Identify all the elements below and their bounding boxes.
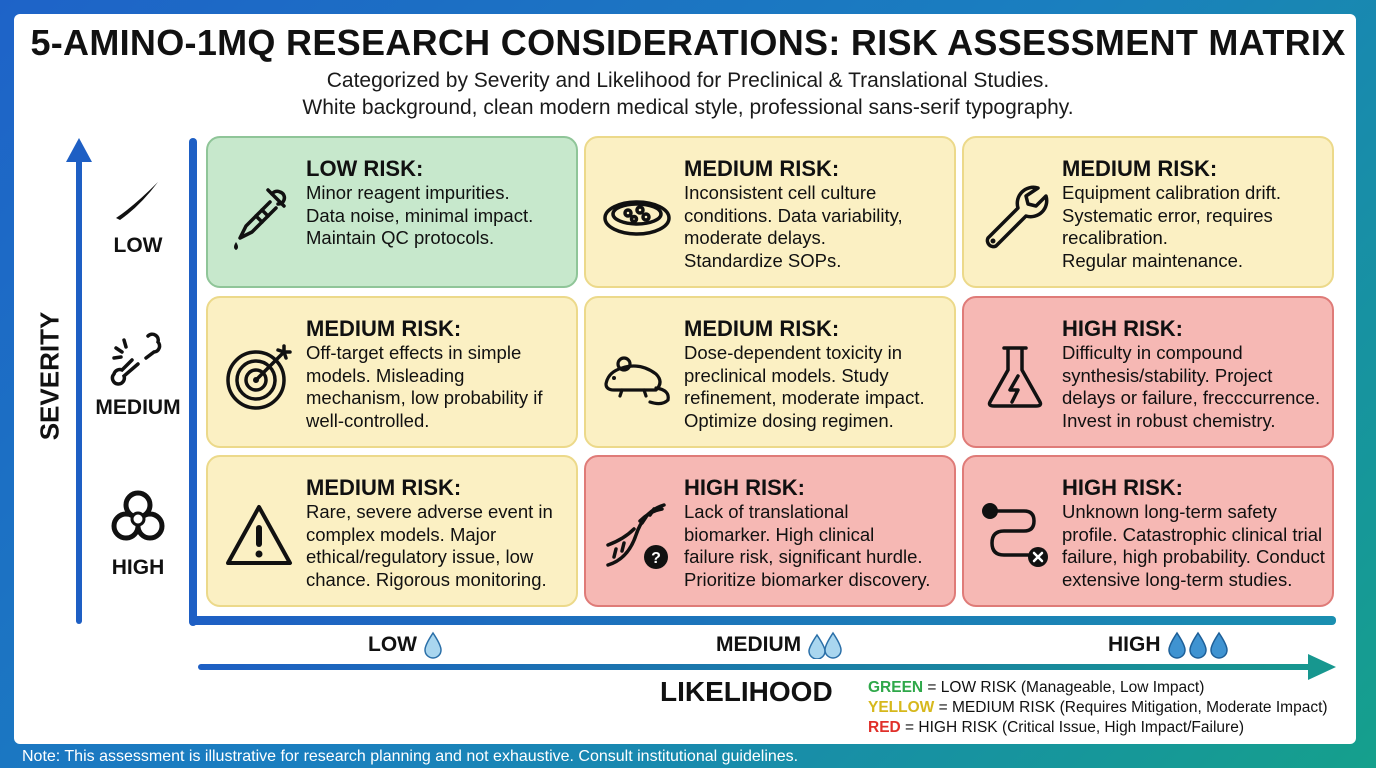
cell-line: models. Misleading (306, 364, 465, 386)
cell-line: delays or failure, frecccurrence. (1062, 387, 1321, 408)
cell-line: Rare, severe adverse event in (306, 501, 553, 522)
drops-icon (808, 631, 842, 659)
cell-line: Dose-dependent toxicity in (684, 342, 903, 363)
cell-line: chance. Rigorous monitoring. (306, 568, 547, 590)
likelihood-col-medium: MEDIUM (716, 631, 843, 659)
cell-line: Standardize SOPs. (684, 249, 842, 271)
risk-cell-high-low: MEDIUM RISK: Rare, severe adverse event … (206, 455, 578, 607)
severity-axis-label: SEVERITY (34, 311, 65, 441)
drops-icon (1167, 631, 1228, 659)
cell-line: Equipment calibration drift. (1062, 182, 1282, 203)
cell-line: Inconsistent cell culture (684, 182, 877, 203)
severity-row-low: LOW (113, 234, 163, 257)
cell-heading: HIGH RISK: (1062, 316, 1183, 341)
cell-heading: MEDIUM RISK: (684, 316, 840, 341)
legend-key-yellow: YELLOW (868, 699, 935, 716)
dropper-icon (234, 188, 287, 250)
subtitle-1: Categorized by Severity and Likelihood f… (326, 69, 1050, 92)
likelihood-axis-label: LIKELIHOOD (660, 676, 833, 707)
cell-line: Data noise, minimal impact. (306, 204, 534, 226)
cell-line: mechanism, low probability if (306, 387, 543, 408)
legend-row-green: GREEN = LOW RISK (Manageable, Low Impact… (868, 678, 1328, 698)
cell-line: Systematic error, requires (1062, 204, 1273, 226)
cell-heading: MEDIUM RISK: (1062, 156, 1218, 181)
cell-heading: HIGH RISK: (1062, 475, 1183, 500)
cell-line: Off-target effects in simple (306, 342, 522, 363)
cell-line: Optimize dosing regimen. (684, 409, 894, 431)
cell-line: Prioritize biomarker discovery. (684, 568, 931, 590)
likelihood-arrow (198, 654, 1336, 680)
cell-line: failure, high probability. Conduct (1062, 546, 1325, 567)
likelihood-col-label: LOW (368, 633, 417, 656)
cell-line: refinement, moderate impact. (684, 387, 925, 408)
cell-line: profile. Catastrophic clinical trial (1062, 523, 1323, 545)
cell-line: recalibration. (1062, 227, 1168, 248)
cell-line: ethical/regulatory issue, low (306, 546, 534, 567)
cell-line: Unknown long-term safety (1062, 501, 1277, 522)
path-fail-icon (982, 503, 1048, 567)
legend-text-yellow: = MEDIUM RISK (Requires Mitigation, Mode… (934, 699, 1328, 716)
likelihood-col-label: HIGH (1108, 633, 1161, 656)
legend-key-red: RED (868, 719, 901, 736)
warning-icon (226, 505, 292, 565)
cell-line: Regular maintenance. (1062, 249, 1243, 271)
flask-icon (987, 346, 1043, 408)
severity-row-medium: MEDIUM (95, 396, 181, 419)
cell-line: conditions. Data variability, (684, 204, 903, 226)
broken-bone-icon (110, 332, 162, 386)
subtitle-2: White background, clean modern medical s… (302, 96, 1074, 119)
cell-line: moderate delays. (684, 227, 826, 248)
legend-text-green: = LOW RISK (Manageable, Low Impact) (923, 679, 1205, 696)
matrix-frame-left (189, 138, 197, 626)
footer-note: Note: This assessment is illustrative fo… (22, 748, 799, 765)
cell-line: failure risk, significant hurdle. (684, 546, 923, 567)
petri-dish-icon (603, 200, 671, 236)
likelihood-col-label: MEDIUM (716, 633, 802, 656)
cell-heading: MEDIUM RISK: (306, 475, 462, 500)
target-icon (226, 344, 292, 410)
cell-line: Lack of translational (684, 501, 849, 522)
cell-heading: MEDIUM RISK: (684, 156, 840, 181)
risk-cell-medium-low: MEDIUM RISK: Off-target effects in simpl… (206, 296, 578, 448)
cell-heading: MEDIUM RISK: (306, 316, 462, 341)
likelihood-col-high: HIGH (1108, 631, 1229, 659)
drop-icon (424, 631, 442, 659)
likelihood-col-low: LOW (368, 631, 443, 659)
risk-cell-medium-high: HIGH RISK: Difficulty in compound synthe… (962, 296, 1334, 448)
wrench-icon (985, 185, 1049, 249)
cell-line: Minor reagent impurities. (306, 182, 510, 203)
dna-question-icon: ? (606, 503, 668, 569)
mouse-icon (604, 356, 670, 406)
risk-cell-medium-medium: MEDIUM RISK: Dose-dependent toxicity in … (584, 296, 956, 448)
legend-key-green: GREEN (868, 679, 924, 696)
page-title: 5-AMINO-1MQ RESEARCH CONSIDERATIONS: RIS… (30, 22, 1346, 63)
cell-heading: HIGH RISK: (684, 475, 805, 500)
matrix-frame-bottom (189, 616, 1336, 625)
legend-row-red: RED = HIGH RISK (Critical Issue, High Im… (868, 718, 1328, 738)
cell-line: complex models. Major (306, 523, 497, 545)
cell-line: Invest in robust chemistry. (1062, 409, 1276, 431)
risk-cell-low-low: LOW RISK: Minor reagent impurities. Data… (206, 136, 578, 288)
cell-heading: LOW RISK: (306, 156, 424, 181)
cell-line: extensive long-term studies. (1062, 568, 1293, 590)
cell-line: biomarker. High clinical (684, 523, 875, 545)
severity-arrow (66, 138, 92, 624)
svg-text:?: ? (651, 550, 661, 567)
risk-cell-low-medium: MEDIUM RISK: Inconsistent cell culture c… (584, 136, 956, 288)
cell-line: preclinical models. Study (684, 364, 889, 386)
risk-cell-high-high: HIGH RISK: Unknown long-term safety prof… (962, 455, 1334, 607)
cell-line: Maintain QC protocols. (306, 227, 495, 248)
risk-cell-high-medium: ? HIGH RISK: Lack of translational bioma… (584, 455, 956, 607)
cell-line: Difficulty in compound (1062, 342, 1243, 363)
scratch-icon (116, 182, 158, 220)
legend-text-red: = HIGH RISK (Critical Issue, High Impact… (900, 719, 1244, 736)
biohazard-icon (111, 490, 165, 541)
cell-line: well-controlled. (306, 409, 430, 431)
cell-line: synthesis/stability. Project (1062, 364, 1273, 386)
risk-cell-low-high: MEDIUM RISK: Equipment calibration drift… (962, 136, 1334, 288)
legend-row-yellow: YELLOW = MEDIUM RISK (Requires Mitigatio… (868, 698, 1328, 718)
color-legend: GREEN = LOW RISK (Manageable, Low Impact… (868, 678, 1328, 738)
severity-row-high: HIGH (111, 556, 165, 579)
